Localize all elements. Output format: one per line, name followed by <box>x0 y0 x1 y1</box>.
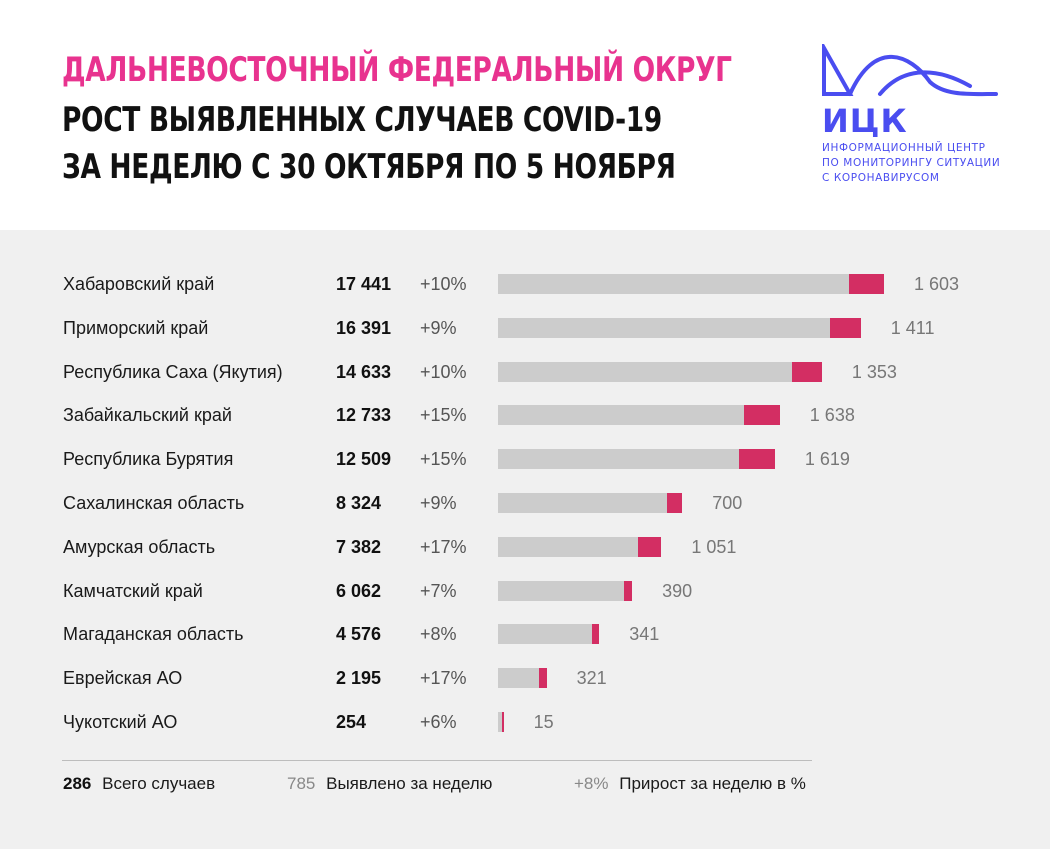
bar-total <box>498 317 861 338</box>
growth-pct-label: +17% <box>420 668 467 689</box>
growth-pct-label: +9% <box>420 317 457 338</box>
bar-total <box>498 274 884 294</box>
bar-total <box>498 493 683 513</box>
growth-pct-label: +9% <box>420 493 457 513</box>
total-value-label: 12 509 <box>336 449 392 470</box>
chart-row: Хабаровский край 17 441 +10% 1 603 <box>0 269 1050 299</box>
header: ДАЛЬНЕВОСТОЧНЫЙ ФЕДЕРАЛЬНЫЙ ОКРУГ РОСТ В… <box>0 0 1050 230</box>
bar-total <box>498 361 822 382</box>
category-label: Магаданская область <box>63 624 244 645</box>
bar-weekly <box>848 274 884 294</box>
bar-weekly <box>666 493 683 513</box>
weekly-value-label: 390 <box>662 580 693 601</box>
legend-week: 785 Выявлено за неделю <box>287 772 492 796</box>
bar-weekly <box>743 405 780 426</box>
weekly-value-label: 15 <box>533 712 554 732</box>
weekly-value-label: 1 411 <box>890 317 935 338</box>
growth-pct-label: +15% <box>420 449 467 470</box>
bar-total <box>498 712 504 732</box>
legend-divider <box>62 760 812 761</box>
total-value-label: 12 733 <box>336 405 392 426</box>
weekly-value-label: 1 619 <box>804 449 850 470</box>
chart-row: Республика Бурятия 12 509 +15% 1 619 <box>0 444 1050 474</box>
logo-subtitle-line2: ПО МОНИТОРИНГУ СИТУАЦИИ <box>822 157 1001 169</box>
bar-total <box>498 449 775 470</box>
weekly-value-label: 341 <box>629 624 660 645</box>
legend-total: 286 Всего случаев <box>63 772 215 796</box>
legend-total-value: 286 <box>63 774 92 793</box>
chart-row: Магаданская область 4 576 +8% 341 <box>0 619 1050 649</box>
total-value-label: 254 <box>336 712 367 732</box>
weekly-value-label: 1 603 <box>914 274 960 294</box>
total-value-label: 6 062 <box>336 580 382 601</box>
total-value-label: 4 576 <box>336 624 382 645</box>
category-label: Хабаровский край <box>63 274 215 294</box>
chart-row: Чукотский АО 254 +6% 15 <box>0 707 1050 737</box>
weekly-value-label: 1 638 <box>809 405 855 426</box>
chart-row: Забайкальский край 12 733 +15% 1 638 <box>0 400 1050 430</box>
weekly-value-label: 321 <box>576 668 607 689</box>
bar-total <box>498 405 780 426</box>
bar-total <box>498 580 633 601</box>
bar-weekly <box>829 317 861 338</box>
category-label: Еврейская АО <box>63 668 183 689</box>
total-value-label: 2 195 <box>336 668 382 689</box>
total-value-label: 14 633 <box>336 361 392 382</box>
chart-row: Амурская область 7 382 +17% 1 051 <box>0 532 1050 562</box>
growth-pct-label: +17% <box>420 536 467 557</box>
weekly-value-label: 1 353 <box>851 361 897 382</box>
legend-pct-value: +8% <box>574 774 609 793</box>
legend-week-label: Выявлено за неделю <box>326 774 493 793</box>
chart-row: Сахалинская область 8 324 +9% 700 <box>0 488 1050 518</box>
bar-weekly <box>591 624 600 645</box>
chart-row: Еврейская АО 2 195 +17% 321 <box>0 663 1050 693</box>
growth-pct-label: +15% <box>420 405 467 426</box>
category-label: Чукотский АО <box>63 712 178 732</box>
logo-subtitle-line3: С КОРОНАВИРУСОМ <box>822 172 940 184</box>
bar-weekly <box>539 668 547 689</box>
growth-pct-label: +8% <box>420 624 457 645</box>
legend-pct: +8% Прирост за неделю в % <box>574 772 806 796</box>
category-label: Камчатский край <box>63 580 203 601</box>
bar-weekly <box>791 361 822 382</box>
chart-row: Камчатский край 6 062 +7% 390 <box>0 576 1050 606</box>
bar-weekly <box>623 580 633 601</box>
bar-total <box>498 624 600 645</box>
category-label: Сахалинская область <box>63 493 245 513</box>
growth-pct-label: +10% <box>420 361 467 382</box>
weekly-value-label: 700 <box>712 493 743 513</box>
growth-pct-label: +7% <box>420 580 457 601</box>
title-period: ЗА НЕДЕЛЮ С 30 ОКТЯБРЯ ПО 5 НОЯБРЯ <box>62 147 676 187</box>
chart-row: Приморский край 16 391 +9% 1 411 <box>0 313 1050 343</box>
logo-subtitle-line1: ИНФОРМАЦИОННЫЙ ЦЕНТР <box>822 142 986 154</box>
category-label: Республика Саха (Якутия) <box>63 361 283 382</box>
total-value-label: 16 391 <box>336 317 392 338</box>
category-label: Республика Бурятия <box>63 449 234 470</box>
category-label: Забайкальский край <box>63 405 232 426</box>
category-label: Амурская область <box>63 536 216 557</box>
bar-weekly <box>501 712 504 732</box>
legend-pct-label: Прирост за неделю в % <box>619 774 806 793</box>
title-region: ДАЛЬНЕВОСТОЧНЫЙ ФЕДЕРАЛЬНЫЙ ОКРУГ <box>62 50 732 90</box>
chart-row: Республика Саха (Якутия) 14 633 +10% 1 353 <box>0 357 1050 387</box>
growth-pct-label: +10% <box>420 274 467 294</box>
bar-weekly <box>638 536 662 557</box>
bar-total <box>498 536 662 557</box>
category-label: Приморский край <box>63 317 209 338</box>
legend-week-value: 785 <box>287 774 316 793</box>
ick-logo-icon <box>822 44 998 97</box>
total-value-label: 8 324 <box>336 493 382 513</box>
bar-weekly <box>739 449 775 470</box>
total-value-label: 17 441 <box>336 274 392 294</box>
bar-total <box>498 668 547 689</box>
weekly-value-label: 1 051 <box>691 536 737 557</box>
logo-name: ИЦК <box>822 102 908 140</box>
growth-pct-label: +6% <box>420 712 457 732</box>
legend-total-label: Всего случаев <box>102 774 216 793</box>
total-value-label: 7 382 <box>336 536 382 557</box>
title-main: РОСТ ВЫЯВЛЕННЫХ СЛУЧАЕВ COVID-19 <box>62 100 662 140</box>
